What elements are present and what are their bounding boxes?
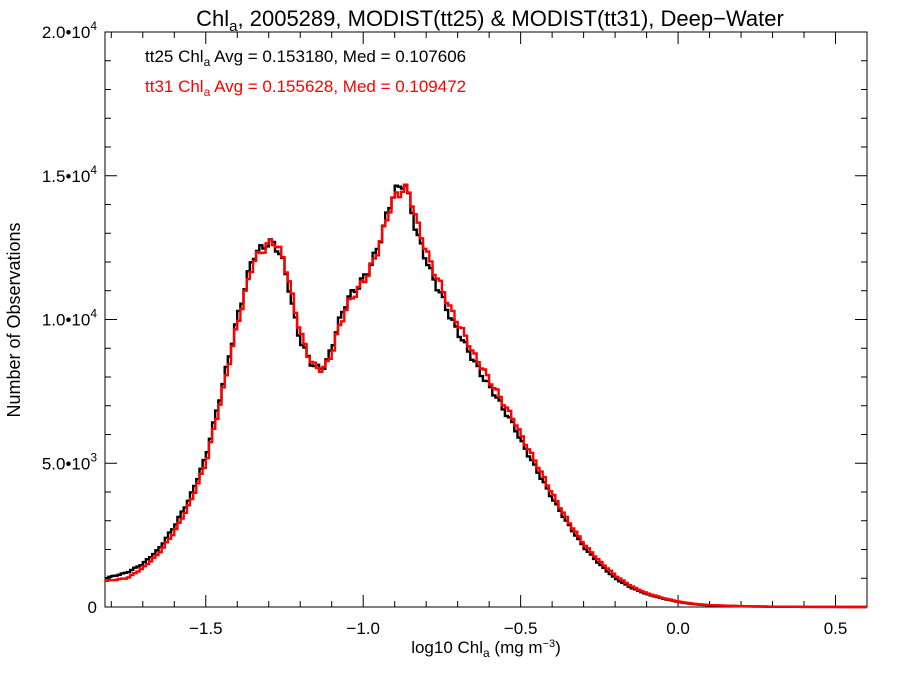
x-tick-label: 0.5	[824, 619, 848, 638]
plot-frame	[104, 31, 868, 608]
x-tick-label: −0.5	[504, 619, 538, 638]
chart-title: Chla, 2005289, MODIST(tt25) & MODIST(tt3…	[196, 6, 784, 35]
y-tick-label: 0	[88, 598, 97, 617]
series-layer	[105, 183, 867, 609]
y-tick-label: 1.5•104	[42, 163, 98, 186]
y-tick-label: 2.0•104	[42, 19, 98, 42]
axis-ticks: −1.5 −1.0 −0.5 0.0 0.5 0 5.0•103 1.0•104 1.5•104…	[42, 19, 868, 638]
x-axis-label: log10 Chla (mg m−3)	[411, 638, 561, 660]
annotation-tt25: tt25 Chla Avg = 0.153180, Med = 0.107606	[145, 47, 466, 69]
series-tt31-line	[105, 183, 867, 609]
x-tick-label: 0.0	[666, 619, 690, 638]
y-tick-label: 5.0•103	[42, 450, 98, 473]
x-tick-label: −1.5	[189, 619, 223, 638]
series-tt25-line	[105, 184, 867, 609]
y-tick-label: 1.0•104	[42, 307, 98, 330]
y-axis-label: Number of Observations	[4, 222, 24, 417]
x-tick-label: −1.0	[346, 619, 380, 638]
annotation-tt31: tt31 Chla Avg = 0.155628, Med = 0.109472	[145, 77, 466, 99]
